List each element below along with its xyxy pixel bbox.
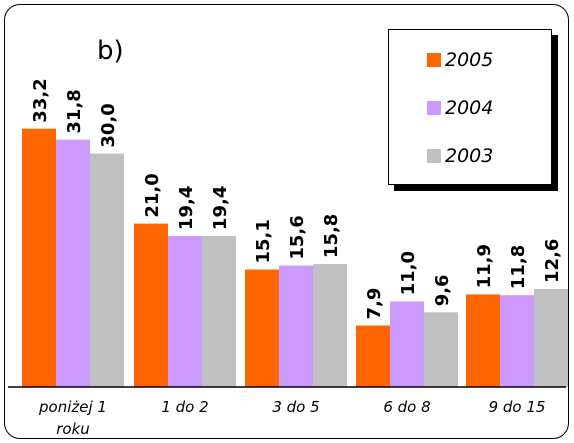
category-label-3: 3 do 5 bbox=[272, 398, 319, 416]
value-label-2005-0: 33,2 bbox=[30, 78, 51, 122]
bar-2005-0 bbox=[22, 128, 56, 388]
value-label-2004-4: 11,8 bbox=[508, 245, 529, 289]
bar-2005-4 bbox=[466, 294, 500, 387]
value-label-2005-4: 11,9 bbox=[474, 244, 495, 288]
bar-2004-1 bbox=[168, 236, 202, 387]
legend-swatch-2005 bbox=[427, 53, 441, 67]
value-label-2003-4: 12,6 bbox=[542, 239, 563, 283]
value-label-2005-1: 21,0 bbox=[142, 173, 163, 217]
value-label-2003-2: 15,8 bbox=[321, 214, 342, 258]
value-label-2004-3: 11,0 bbox=[398, 251, 419, 295]
panel-label: b) bbox=[97, 36, 124, 66]
bar-2005-1 bbox=[134, 223, 168, 387]
category-label-poniej: poniżej 1 bbox=[38, 398, 107, 416]
value-label-2004-2: 15,6 bbox=[287, 215, 308, 259]
bar-2005-3 bbox=[356, 325, 390, 387]
category-label-6: 6 do 8 bbox=[383, 398, 430, 416]
legend-label-2004: 2004 bbox=[445, 97, 494, 119]
bar-2004-0 bbox=[56, 139, 90, 387]
bar-2003-4 bbox=[534, 288, 568, 387]
bar-2003-3 bbox=[424, 312, 458, 387]
value-label-2004-0: 31,8 bbox=[64, 89, 85, 133]
legend-swatch-2003 bbox=[427, 149, 441, 163]
value-label-2005-3: 7,9 bbox=[364, 288, 385, 320]
category-label-1: 1 do 2 bbox=[161, 398, 208, 416]
bar-2005-2 bbox=[245, 269, 279, 387]
category-label-poniej-line2: roku bbox=[56, 420, 90, 438]
bar-2003-1 bbox=[202, 236, 236, 387]
category-label-9: 9 do 15 bbox=[489, 398, 546, 416]
bar-2003-2 bbox=[313, 264, 347, 387]
legend-label-2003: 2003 bbox=[445, 145, 494, 167]
value-label-2005-2: 15,1 bbox=[253, 219, 274, 263]
value-label-2003-3: 9,6 bbox=[432, 274, 453, 306]
legend-item-2003: 2003 bbox=[427, 144, 493, 168]
bar-2003-0 bbox=[90, 153, 124, 387]
bar-2004-4 bbox=[500, 295, 534, 387]
value-label-2003-1: 19,4 bbox=[210, 186, 231, 230]
legend: 2005 2004 2003 bbox=[388, 29, 552, 185]
value-label-2004-1: 19,4 bbox=[176, 186, 197, 230]
legend-swatch-2004 bbox=[427, 101, 441, 115]
legend-item-2005: 2005 bbox=[427, 48, 493, 72]
bar-2004-3 bbox=[390, 301, 424, 387]
legend-item-2004: 2004 bbox=[427, 96, 493, 120]
value-label-2003-0: 30,0 bbox=[98, 103, 119, 147]
bar-2004-2 bbox=[279, 265, 313, 387]
legend-label-2005: 2005 bbox=[445, 49, 494, 71]
